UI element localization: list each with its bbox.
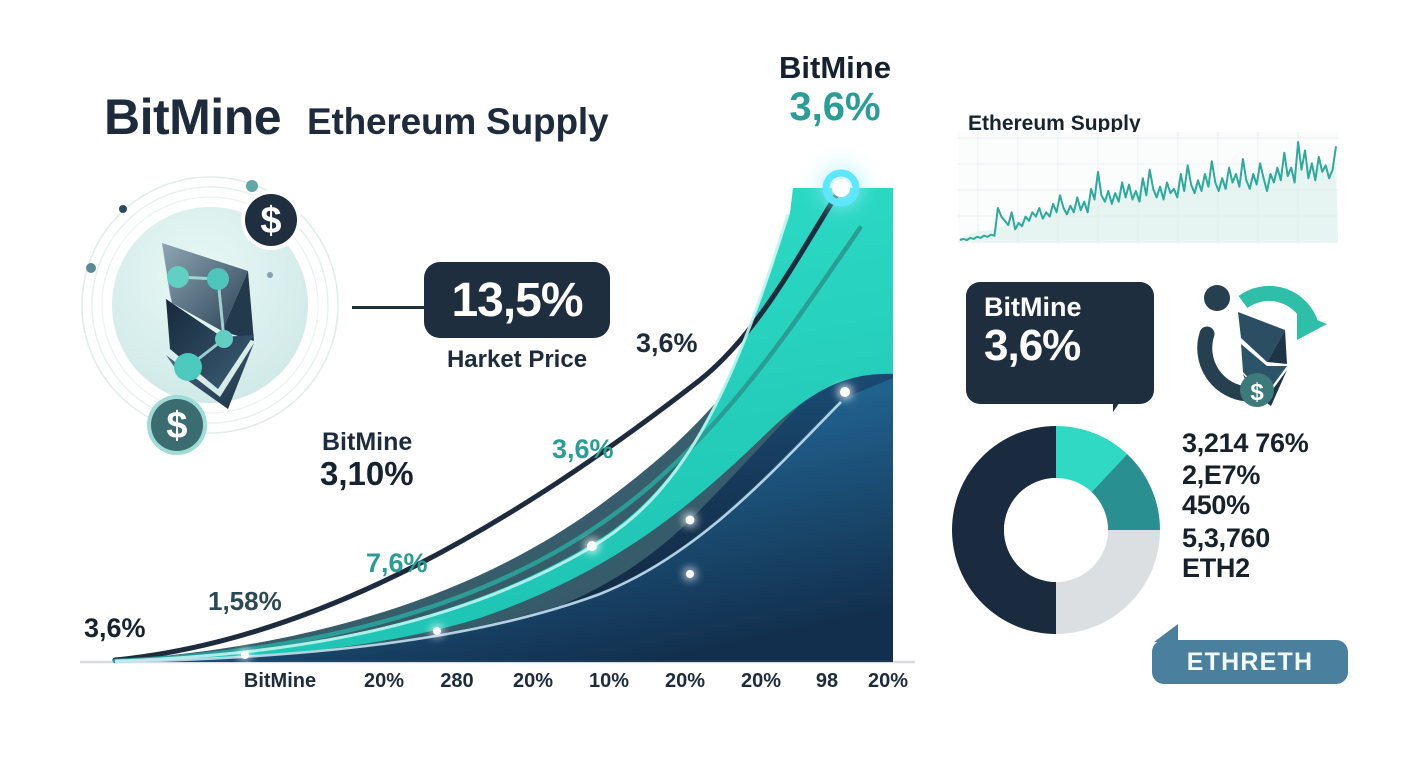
bubble-tail <box>1113 386 1131 412</box>
bitmine-tooltip-bubble: BitMine 3,6% <box>966 282 1154 404</box>
market-price-callout: 13,5% <box>424 262 610 338</box>
peak-label-value: 3,6% <box>789 84 881 129</box>
dollar-coin-dark: $ <box>241 190 301 250</box>
svg-text:$: $ <box>166 405 187 447</box>
x-tick-3: 20% <box>512 670 554 692</box>
legend-item-2: 5,3,760 ETH2 <box>1172 523 1402 583</box>
bubble-brand: BitMine <box>984 292 1082 322</box>
ethereum-logo-svg: $ $ <box>81 176 339 455</box>
sparkline-svg <box>958 132 1338 244</box>
title-subtitle: Ethereum Supply <box>307 101 609 142</box>
label-origin: 3,6% <box>84 613 146 643</box>
legend-label-1: 2,E7% 450% <box>1182 460 1261 521</box>
legend-item-0: 3,214 76% <box>1172 428 1402 458</box>
peak-label-brand: BitMine <box>779 50 891 85</box>
badge-label: ETHRETH <box>1186 647 1314 676</box>
svg-text:$: $ <box>260 200 281 242</box>
supply-cycle-icon: $ <box>1185 272 1335 407</box>
label-navy-mid: 3,6% <box>636 328 698 358</box>
x-tick-0: BitMine <box>243 670 317 692</box>
donut-svg <box>952 426 1160 634</box>
x-tick-1: 20% <box>363 670 405 692</box>
supply-cycle-svg: $ <box>1197 285 1327 407</box>
callout-value: 13,5% <box>451 273 583 327</box>
x-axis-labels: BitMine 20% 280 20% 10% 20% 20% 98 20% <box>80 670 910 700</box>
x-tick-8: 20% <box>867 670 909 692</box>
donut-segment <box>1056 426 1128 493</box>
bubble-value: 3,6% <box>984 321 1081 371</box>
x-tick-4: 10% <box>588 670 630 692</box>
mid-label-value: 3,10% <box>320 455 414 492</box>
page-title: BitMine Ethereum Supply <box>104 88 609 146</box>
ethereum-logo-illustration: $ $ <box>62 155 362 455</box>
donut-legend: 3,214 76% 2,E7% 450% 5,3,760 ETH2 <box>1172 428 1402 585</box>
donut-segment <box>1091 454 1160 530</box>
sparkline-title: Ethereum Supply <box>968 112 1141 135</box>
legend-label-2: 5,3,760 ETH2 <box>1182 522 1270 583</box>
supply-donut-chart <box>944 424 1168 636</box>
x-tick-6: 20% <box>740 670 782 692</box>
callout-connector <box>352 306 430 309</box>
label-teal-low: 7,6% <box>366 548 428 578</box>
x-tick-2: 280 <box>440 670 474 692</box>
badge-tail <box>1154 624 1178 642</box>
x-tick-7: 98 <box>815 670 839 692</box>
donut-segment <box>1056 530 1160 634</box>
ethreth-badge: ETHRETH <box>1152 640 1348 684</box>
svg-text:$: $ <box>1250 379 1264 406</box>
label-teal-mid: 3,6% <box>552 434 614 464</box>
mid-label-brand: BitMine <box>322 428 413 456</box>
peak-label: BitMine 3,6% <box>760 50 910 129</box>
x-tick-5: 20% <box>664 670 706 692</box>
callout-caption: Harket Price <box>446 346 588 373</box>
title-brand: BitMine <box>104 89 282 145</box>
legend-label-0: 3,214 76% <box>1182 428 1309 458</box>
sparkline-chart <box>958 132 1338 250</box>
legend-item-1: 2,E7% 450% <box>1172 460 1402 520</box>
label-darkteal-low: 1,58% <box>208 586 282 616</box>
dollar-coin-teal: $ <box>147 395 207 455</box>
